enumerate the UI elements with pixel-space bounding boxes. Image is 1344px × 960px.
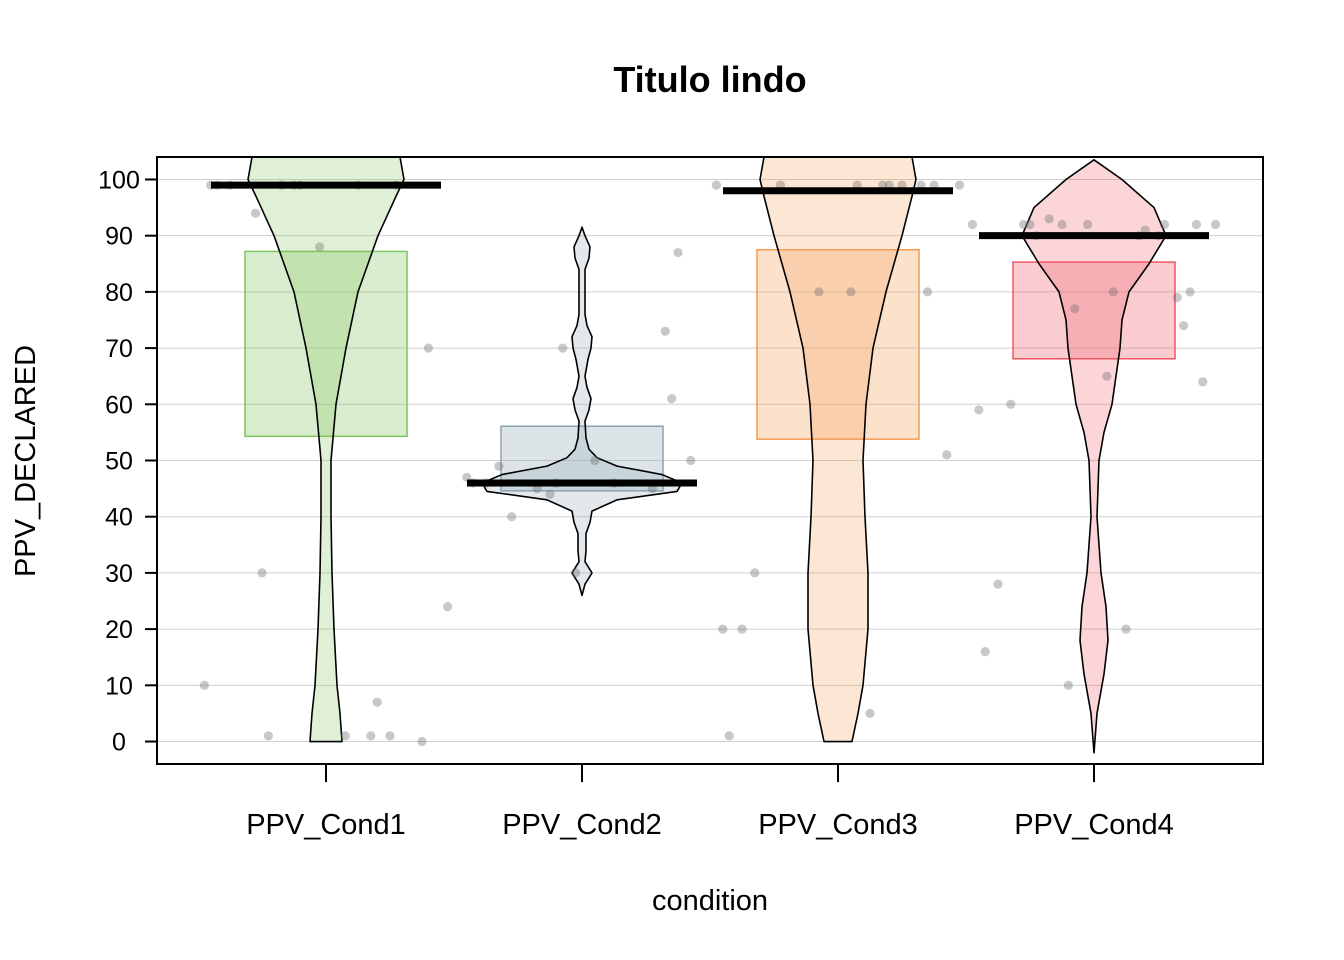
x-tick-label: PPV_Cond4 [1014,809,1174,841]
inference-box [244,250,408,438]
data-point [443,602,453,612]
data-point [1108,287,1118,297]
data-point [1185,287,1195,297]
data-point [372,697,382,707]
data-point [980,646,990,657]
data-point [507,512,517,522]
data-point [660,326,670,336]
x-tick-label: PPV_Cond1 [246,809,406,841]
y-axis-label: PPV_DECLARED [10,345,42,577]
series-PPV_Cond2 [462,226,697,597]
y-tick-label: 60 [105,391,133,419]
chart-title: Titulo lindo [613,59,806,100]
data-point [1198,377,1208,387]
data-point [315,242,325,252]
data-point [711,180,722,190]
data-point [1159,219,1169,230]
data-point [423,343,433,353]
data-point [257,568,267,578]
data-point [974,405,984,415]
series-PPV_Cond4 [967,159,1221,754]
data-point [923,287,933,297]
data-point [1211,219,1221,230]
y-tick-label: 20 [105,616,133,644]
data-point [1083,219,1093,230]
data-point [571,568,581,578]
y-tick-label: 90 [105,223,133,251]
data-point [967,219,978,230]
data-point [1172,292,1182,303]
data-point [1102,371,1112,381]
data-point [1070,304,1080,314]
data-point [1179,321,1189,331]
data-point [1121,624,1131,634]
data-point [340,731,350,741]
data-point [865,708,875,719]
data-point [737,624,747,634]
y-tick-label: 70 [105,335,133,363]
violin-density [247,157,405,743]
data-point [814,287,824,297]
data-point [955,180,965,190]
data-point [942,450,952,460]
data-point [1063,680,1073,690]
x-tick-label: PPV_Cond3 [758,809,918,841]
data-point [993,579,1003,589]
data-point [1057,219,1067,230]
data-point [686,455,696,466]
y-tick-label: 100 [98,166,140,194]
data-point [846,287,856,297]
y-tick-label: 40 [105,504,133,532]
violin-density [481,226,683,597]
data-point [718,624,728,634]
x-tick-label: PPV_Cond2 [502,809,662,841]
violin-density [1021,159,1167,754]
data-point [724,731,734,741]
series-PPV_Cond1 [199,157,453,747]
inference-box [1012,261,1176,360]
data-point [1025,219,1035,230]
data-point [494,461,504,471]
data-point [558,343,568,353]
y-tick-label: 80 [105,279,133,307]
y-axis: 0 10 20 30 40 50 60 70 80 90 100 [98,166,157,757]
data-point [667,394,677,404]
data-point [1191,219,1201,230]
data-point [417,736,427,747]
data-point [1044,214,1054,224]
violin-density [759,157,917,743]
data-point [1019,219,1029,230]
inference-box [756,248,920,440]
data-point [545,489,555,499]
data-point [673,247,683,258]
data-point [366,731,376,741]
y-tick-label: 30 [105,560,133,588]
y-tick-label: 0 [112,729,126,757]
plot-frame [156,156,1264,765]
data-point [251,208,261,218]
data-point [1006,399,1016,409]
data-point [750,568,760,578]
y-tick-label: 50 [105,448,133,476]
series-PPV_Cond3 [711,157,965,743]
x-axis-label: condition [652,885,768,917]
series-layer [199,157,1221,754]
y-tick-label: 10 [105,672,133,700]
data-point [263,731,273,741]
x-axis: PPV_Cond1 PPV_Cond2 PPV_Cond3 PPV_Cond4 [246,764,1174,841]
data-point [590,455,600,466]
data-point [385,731,395,741]
data-point [199,680,209,690]
